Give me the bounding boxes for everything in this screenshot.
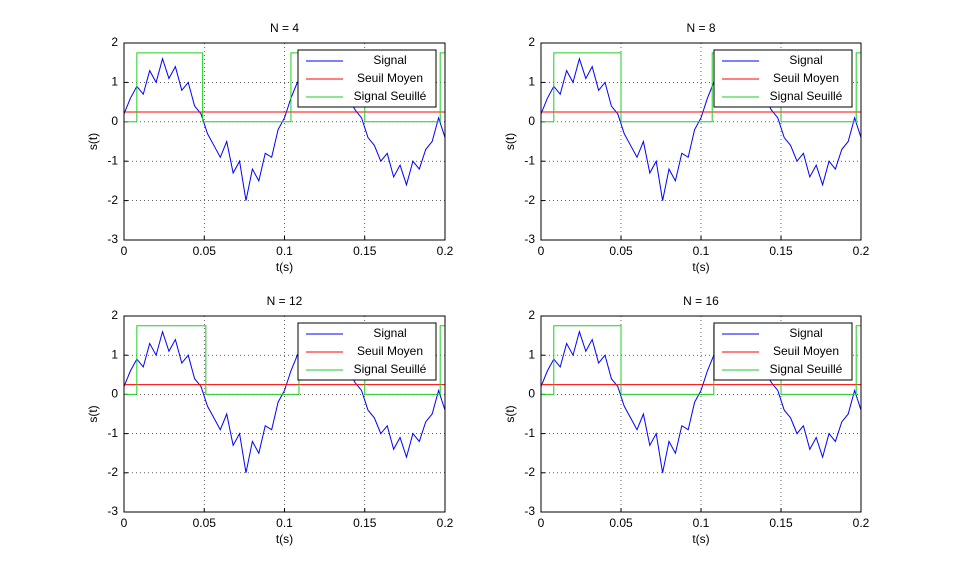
y-tick-label: 1 [111, 75, 118, 89]
legend: Signal Seuil Moyen Signal Seuillé [713, 322, 853, 381]
x-tick-label: 0 [121, 516, 128, 530]
x-tick-label: 0.1 [693, 244, 710, 258]
legend-label: Seuil Moyen [357, 71, 423, 85]
series-group [124, 52, 445, 201]
y-tick-label: -3 [524, 232, 535, 246]
subplot: 0 0.05 0.1 0.15 0.2 -3 -2 -1 0 1 2 N = 4 t(s) s(t) Sig… [86, 21, 453, 274]
y-tick-label: 0 [111, 114, 118, 128]
legend-label: Signal [789, 53, 822, 67]
legend-label: Signal Seuillé [770, 362, 843, 376]
subplot: 0 0.05 0.1 0.15 0.2 -3 -2 -1 0 1 2 N = 8 t(s) s(t) Sig… [503, 21, 869, 274]
series-line [124, 52, 445, 123]
y-tick-label: 0 [111, 387, 118, 401]
legend: Signal Seuil Moyen Signal Seuillé [297, 49, 437, 108]
chart-title: N = 16 [683, 294, 719, 308]
legend-label: Signal Seuillé [354, 362, 427, 376]
x-tick-label: 0.15 [353, 516, 377, 530]
x-tick-label: 0.1 [276, 244, 293, 258]
x-tick-label: 0.15 [353, 244, 377, 258]
y-tick-label: -2 [107, 465, 118, 479]
y-tick-label: 1 [528, 347, 535, 361]
legend-label: Signal Seuillé [354, 89, 427, 103]
y-tick-label: -1 [524, 153, 535, 167]
legend: Signal Seuil Moyen Signal Seuillé [713, 49, 853, 108]
y-tick-label: 2 [111, 35, 118, 49]
x-tick-label: 0.05 [609, 244, 633, 258]
series-group [541, 52, 861, 201]
x-axis-label: t(s) [692, 532, 709, 546]
y-axis-label: s(t) [503, 133, 517, 150]
subplot: 0 0.05 0.1 0.15 0.2 -3 -2 -1 0 1 2 N = 16 t(s) s(t) Si… [503, 294, 869, 546]
x-tick-label: 0.05 [193, 516, 217, 530]
y-tick-label: 0 [528, 114, 535, 128]
chart-title: N = 8 [686, 21, 715, 35]
y-tick-label: -2 [524, 465, 535, 479]
x-tick-label: 0.2 [437, 516, 454, 530]
series-line [541, 57, 861, 201]
axes-frame [540, 315, 862, 513]
x-axis-label: t(s) [692, 260, 709, 274]
y-tick-label: 1 [111, 347, 118, 361]
y-tick-label: -2 [524, 193, 535, 207]
x-tick-label: 0.05 [193, 244, 217, 258]
legend-label: Signal Seuillé [770, 89, 843, 103]
y-tick-label: -3 [107, 504, 118, 518]
y-tick-label: 2 [528, 308, 535, 322]
y-tick-label: -1 [107, 426, 118, 440]
legend-label: Signal [373, 53, 406, 67]
y-tick-label: -2 [107, 193, 118, 207]
x-tick-label: 0 [538, 244, 545, 258]
y-tick-label: 2 [111, 308, 118, 322]
y-tick-label: -1 [524, 426, 535, 440]
legend-label: Seuil Moyen [357, 344, 423, 358]
legend-label: Signal [373, 326, 406, 340]
x-tick-label: 0.15 [769, 516, 793, 530]
x-tick-label: 0 [121, 244, 128, 258]
x-tick-label: 0.2 [437, 244, 454, 258]
y-tick-label: 2 [528, 35, 535, 49]
x-tick-label: 0 [538, 516, 545, 530]
y-tick-label: -1 [107, 153, 118, 167]
x-tick-label: 0.1 [693, 516, 710, 530]
y-axis-label: s(t) [503, 405, 517, 422]
x-tick-label: 0.1 [276, 516, 293, 530]
axes-frame [123, 42, 446, 241]
x-axis-label: t(s) [276, 532, 293, 546]
x-tick-label: 0.05 [609, 516, 633, 530]
axes-frame [540, 42, 862, 241]
chart-title: N = 12 [267, 294, 303, 308]
x-tick-label: 0.15 [769, 244, 793, 258]
legend-label: Seuil Moyen [773, 344, 839, 358]
series-line [541, 52, 861, 123]
y-tick-label: -3 [107, 232, 118, 246]
y-axis-label: s(t) [86, 133, 100, 150]
series-line [124, 329, 445, 473]
y-axis-label: s(t) [86, 405, 100, 422]
chart-title: N = 4 [270, 21, 299, 35]
legend-label: Signal [789, 326, 822, 340]
series-line [541, 329, 861, 473]
x-axis-label: t(s) [276, 260, 293, 274]
x-tick-label: 0.2 [853, 516, 870, 530]
series-line [124, 57, 445, 201]
y-tick-label: -3 [524, 504, 535, 518]
subplot: 0 0.05 0.1 0.15 0.2 -3 -2 -1 0 1 2 N = 12 t(s) s(t) Si… [86, 294, 453, 546]
legend: Signal Seuil Moyen Signal Seuillé [297, 322, 437, 381]
y-tick-label: 0 [528, 387, 535, 401]
x-tick-label: 0.2 [853, 244, 870, 258]
axes-frame [123, 315, 446, 513]
legend-label: Seuil Moyen [773, 71, 839, 85]
y-tick-label: 1 [528, 75, 535, 89]
